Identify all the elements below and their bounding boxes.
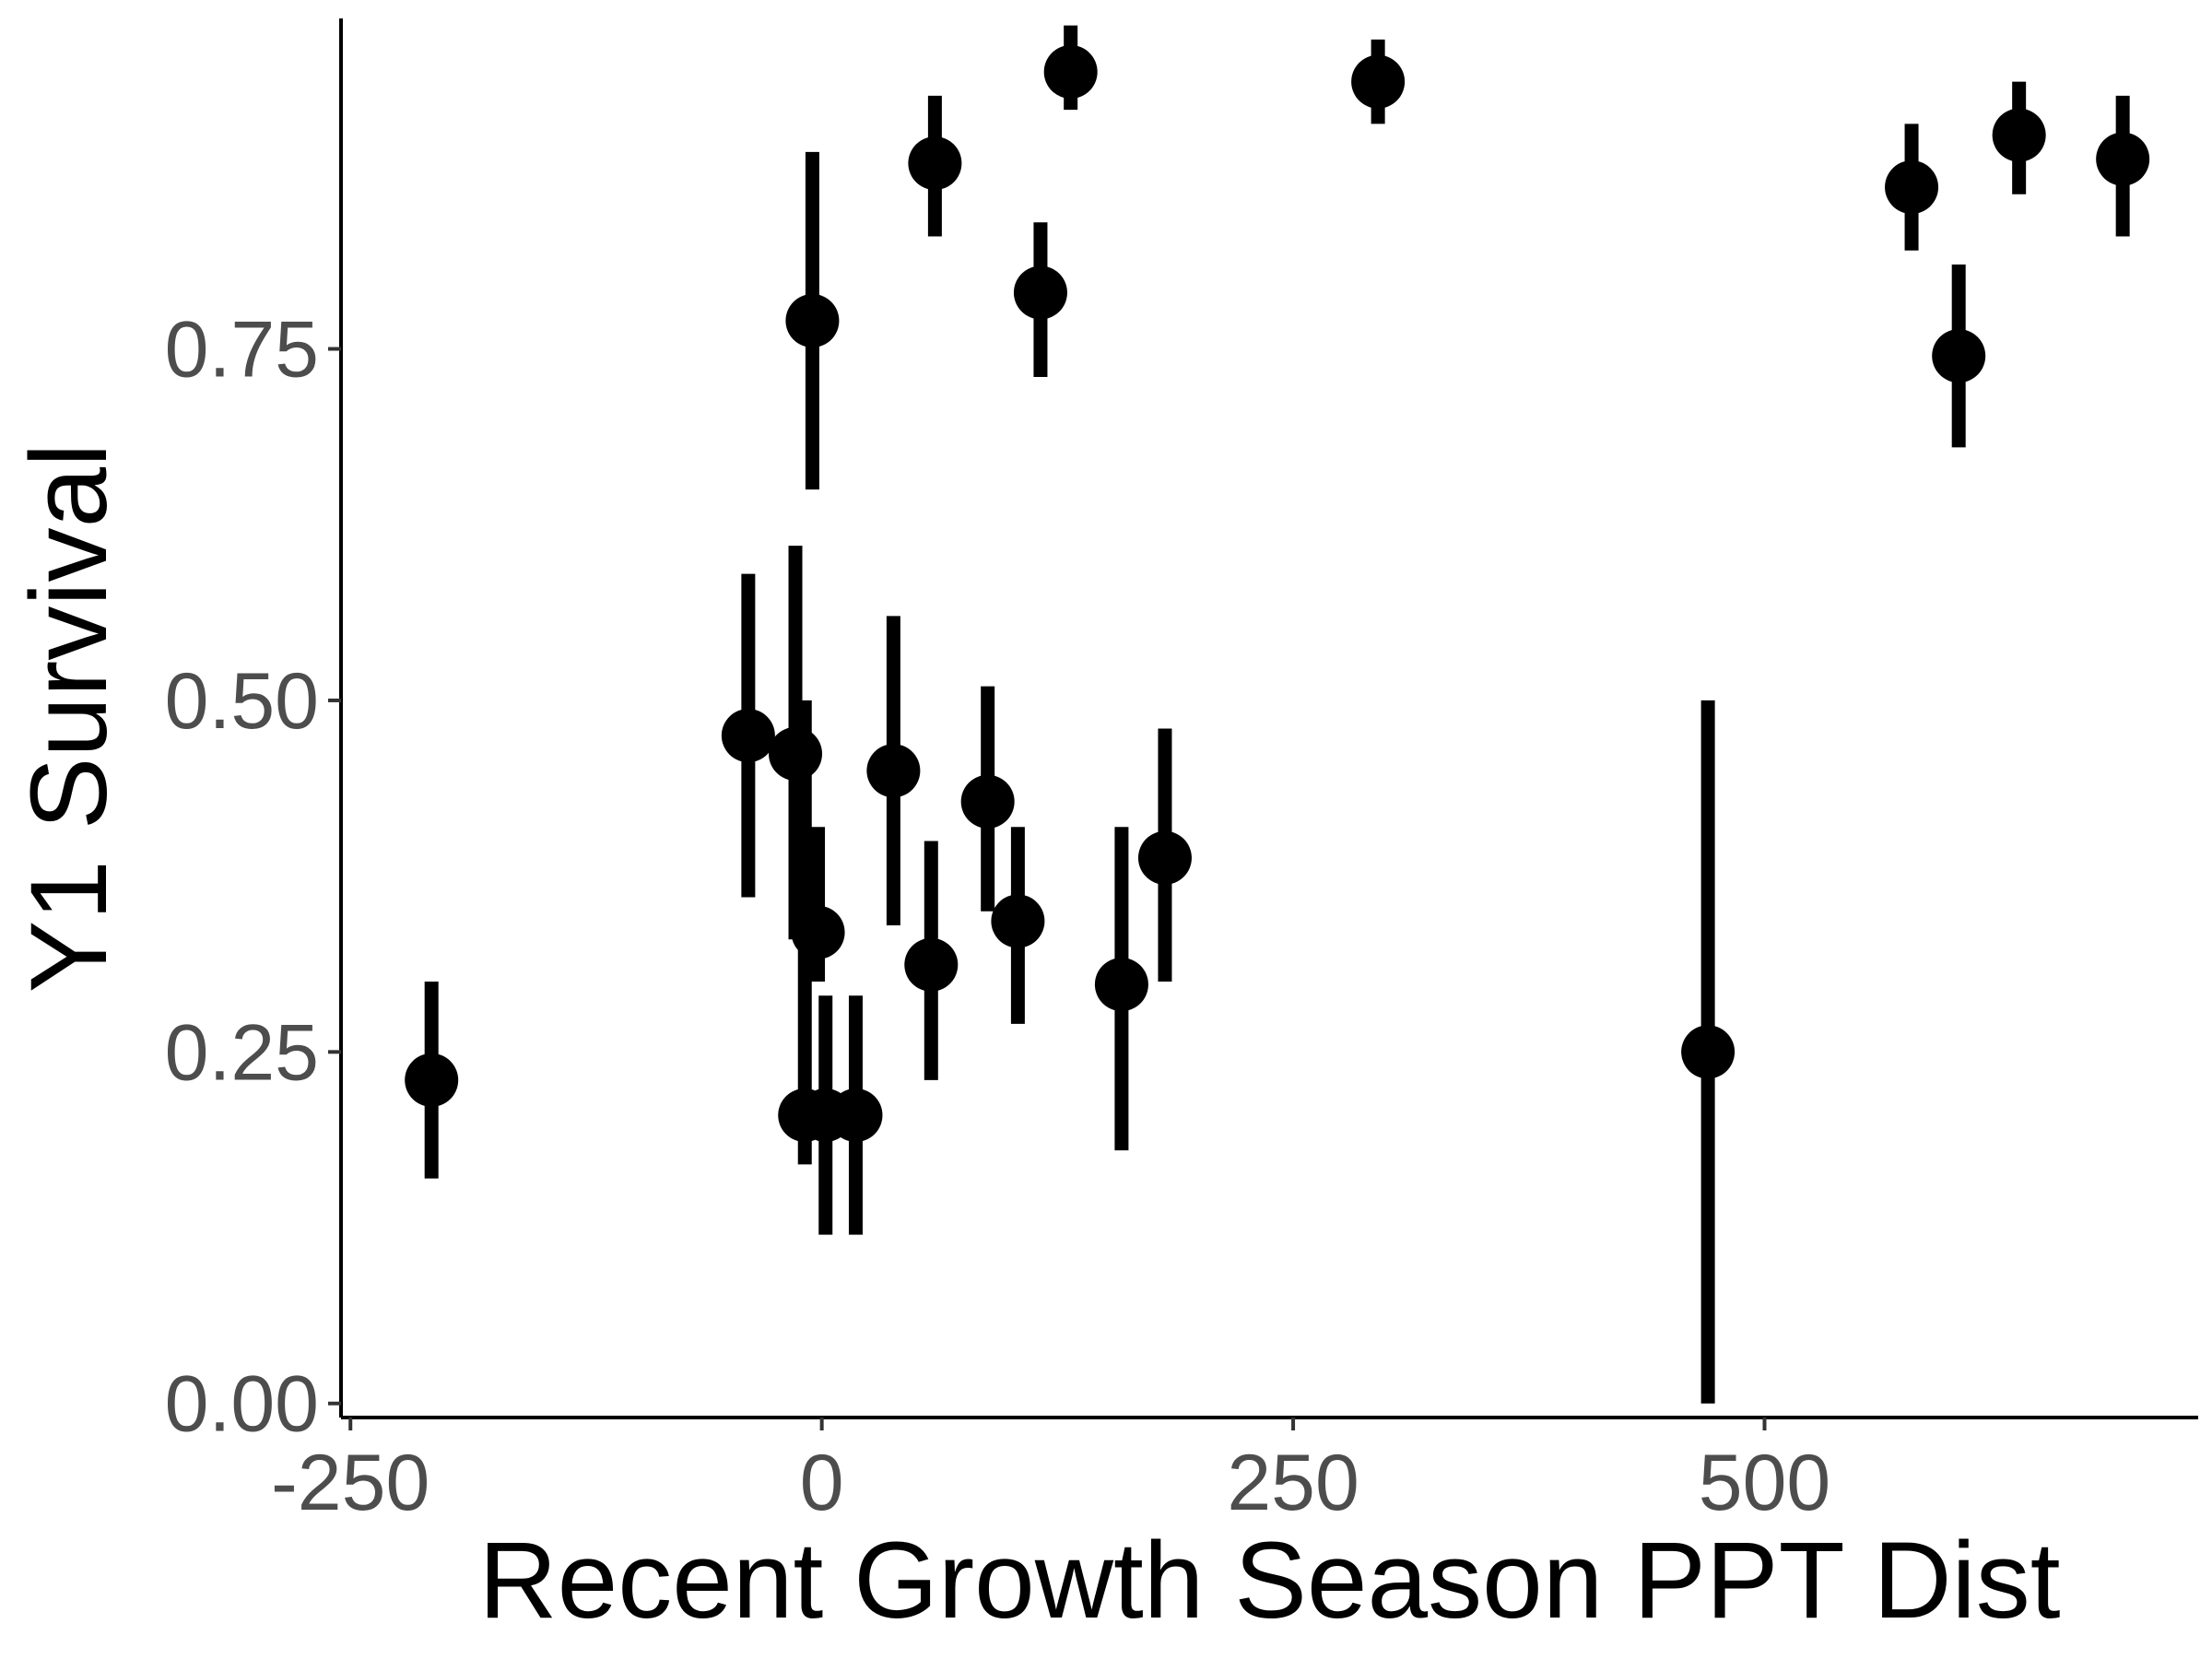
data-point <box>1013 265 1067 320</box>
x-tick-label: 0 <box>800 1439 844 1527</box>
y-tick-label: 0.50 <box>165 657 319 746</box>
data-point <box>791 905 845 959</box>
data-point <box>785 294 840 348</box>
plot-marks <box>405 25 2150 1404</box>
y-tick-label: 0.25 <box>165 1008 319 1097</box>
data-point <box>1932 329 1986 383</box>
data-point <box>866 744 921 798</box>
data-point <box>1094 958 1148 1012</box>
x-axis-ticks: -250 0 250 500 <box>271 1418 1830 1527</box>
data-point <box>405 1053 459 1107</box>
data-point <box>1351 54 1406 109</box>
x-tick-label: -250 <box>271 1439 429 1527</box>
data-point <box>829 1088 883 1142</box>
data-point <box>1885 160 1939 215</box>
data-point <box>1681 1025 1735 1079</box>
data-point <box>721 709 775 763</box>
data-point <box>908 136 962 191</box>
data-point <box>904 937 959 992</box>
data-point <box>991 894 1045 948</box>
data-point <box>960 774 1015 829</box>
y-axis-ticks: 0.00 0.25 0.50 0.75 <box>165 306 341 1449</box>
data-point <box>1137 830 1192 885</box>
y-tick-label: 0.00 <box>165 1360 319 1449</box>
y-tick-label: 0.75 <box>165 306 319 394</box>
axes: -250 0 250 500 0.00 0.25 0.50 0.75 <box>165 18 2198 1527</box>
x-tick-label: 250 <box>1227 1439 1359 1527</box>
y-axis-title: Y1 Survival <box>8 443 130 994</box>
data-point <box>1992 108 2046 162</box>
data-point <box>1043 44 1098 99</box>
x-tick-label: 500 <box>1699 1439 1831 1527</box>
data-point <box>769 726 823 781</box>
x-axis-title: Recent Growth Season PPT Dist <box>478 1520 2060 1641</box>
data-point <box>2096 132 2150 186</box>
